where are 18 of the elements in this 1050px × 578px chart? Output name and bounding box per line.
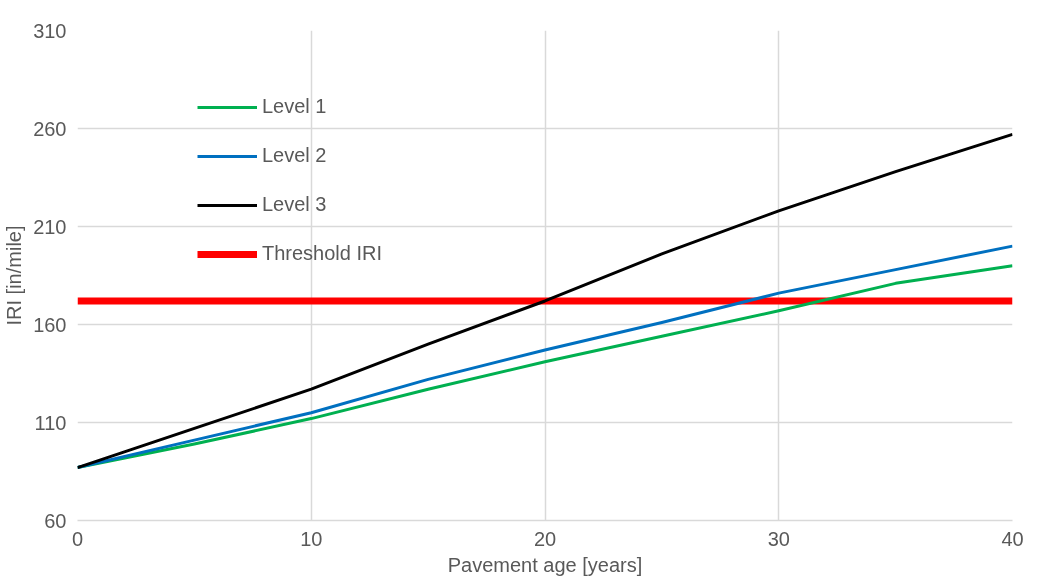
x-tick-label: 30 [767, 527, 790, 550]
x-tick-label: 20 [533, 527, 557, 550]
line-series [77, 132, 1013, 470]
y-tick-label: 60 [44, 509, 67, 532]
y-tick-label: 210 [33, 215, 67, 238]
legend-label: Threshold IRI [262, 242, 383, 265]
x-tick-label: 10 [300, 527, 323, 550]
legend-label: Level 2 [262, 144, 327, 167]
y-tick-label: 260 [33, 117, 67, 140]
x-axis-title: Pavement age [years] [447, 553, 643, 576]
x-tick-label: 40 [1001, 527, 1024, 550]
legend-label: Level 3 [262, 193, 327, 216]
x-tick-label: 0 [71, 527, 84, 550]
legend-label: Level 1 [262, 95, 327, 118]
y-tick-label: 110 [34, 411, 67, 434]
y-axis-title: IRI [in/mile] [3, 225, 26, 326]
y-tick-label: 160 [33, 313, 67, 336]
y-tick-label: 310 [33, 19, 67, 42]
